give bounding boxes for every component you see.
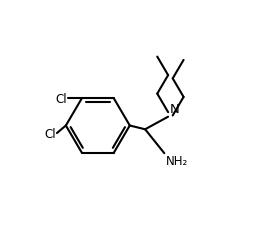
Text: Cl: Cl bbox=[44, 127, 56, 140]
Text: NH₂: NH₂ bbox=[166, 155, 189, 168]
Text: Cl: Cl bbox=[55, 92, 67, 105]
Text: N: N bbox=[169, 102, 179, 115]
